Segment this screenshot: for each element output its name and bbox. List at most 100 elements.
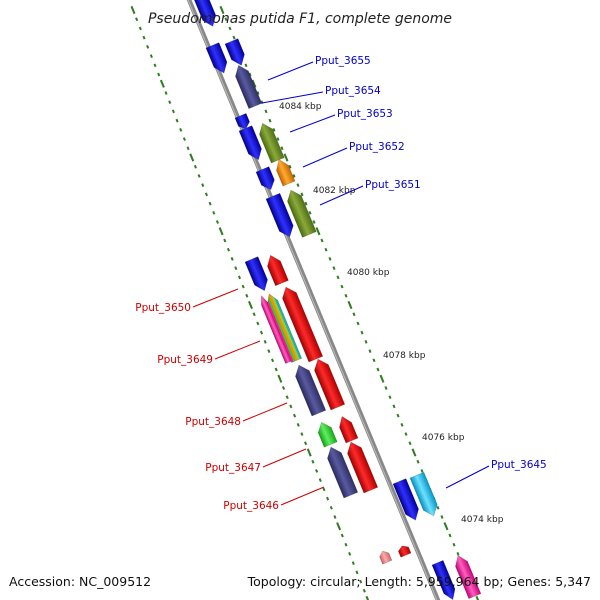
tick-mark-left <box>130 5 136 15</box>
tick-mark-left <box>285 395 289 400</box>
gene-arrow <box>276 159 296 187</box>
tick-mark-right <box>364 340 368 344</box>
tick-mark-left <box>146 45 150 49</box>
tick-mark-left <box>270 358 275 363</box>
gene-arrow <box>409 471 438 517</box>
tick-mark-right <box>315 227 321 236</box>
tick-mark-left <box>300 432 304 436</box>
gene-arrow <box>392 478 419 521</box>
tick-mark-left <box>226 247 231 252</box>
gene-arrow <box>235 64 263 110</box>
tick-mark-right <box>324 247 328 252</box>
tick-mark-left <box>157 72 161 77</box>
tick-mark-left <box>348 552 352 556</box>
gene-arrow <box>259 122 285 164</box>
tick-mark-right <box>392 404 396 409</box>
tick-mark-right <box>312 220 316 224</box>
tick-mark-right <box>456 552 460 556</box>
tick-mark-right <box>347 300 353 310</box>
gene-arrow <box>287 189 317 238</box>
tick-mark-left <box>318 478 322 483</box>
tick-mark-left <box>175 118 179 123</box>
tick-mark-left <box>351 561 355 565</box>
leader-line <box>302 147 348 168</box>
tick-mark-left <box>215 220 219 224</box>
tick-mark-right <box>408 441 412 446</box>
tick-mark-left <box>306 448 312 457</box>
tick-mark-right <box>244 63 248 68</box>
gene-label-forward: Pput_3655 <box>315 55 371 67</box>
tick-mark-right <box>219 5 225 15</box>
tick-mark-left <box>149 54 153 58</box>
genome-stats-text: Topology: circular; Length: 5,959,964 bp… <box>247 574 591 589</box>
gene-labels: Pput_3655 Pput_3654 Pput_3653 Pput_3652 Pput… <box>135 55 547 512</box>
gene-arrow <box>339 416 359 444</box>
leader-line <box>242 402 288 422</box>
gene-arrow <box>317 421 338 448</box>
tick-mark-left <box>362 588 366 593</box>
tick-mark-left <box>142 35 146 40</box>
tick-mark-right <box>336 275 340 280</box>
tick-mark-left <box>344 542 348 547</box>
tick-mark-right <box>400 422 404 427</box>
leader-line <box>262 448 307 468</box>
tick-mark-left <box>248 300 253 310</box>
kbp-label: 4074 kbp <box>461 515 504 525</box>
kbp-label: 4084 kbp <box>279 102 322 112</box>
tick-mark-left <box>193 164 197 169</box>
tick-mark-right <box>352 312 356 317</box>
tick-mark-left <box>179 127 183 132</box>
gene-label-forward: Pput_3651 <box>365 179 421 191</box>
leader-line <box>261 91 324 104</box>
tick-mark-right <box>251 79 257 88</box>
tick-mark-left <box>164 91 168 95</box>
tick-mark-left <box>267 349 271 353</box>
gene-arrow <box>238 125 262 161</box>
gene-arrow <box>327 446 359 499</box>
dotted-tick-arcs <box>130 5 480 600</box>
gene-arrow <box>398 545 412 558</box>
tick-mark-left <box>197 174 201 178</box>
tick-mark-right <box>416 459 420 464</box>
gene-arrow <box>431 560 456 600</box>
tick-mark-left <box>274 367 278 372</box>
tick-mark-right <box>304 201 308 206</box>
tick-mark-left <box>355 570 359 575</box>
tick-mark-right <box>272 127 276 132</box>
tick-mark-left <box>189 153 195 162</box>
tick-mark-left <box>326 496 330 501</box>
tick-mark-left <box>304 441 308 446</box>
gene-arrow <box>282 286 324 363</box>
tick-mark-right <box>264 109 268 114</box>
tick-mark-right <box>448 533 452 538</box>
gene-label-reverse: Pput_3650 <box>135 302 191 314</box>
gene-arrow <box>314 358 346 411</box>
tick-mark-left <box>259 330 264 335</box>
gene-arrow <box>234 113 250 129</box>
gene-label-reverse: Pput_3648 <box>185 416 241 428</box>
gene-features <box>190 0 482 600</box>
tick-mark-left <box>322 487 326 492</box>
leader-line <box>214 340 261 360</box>
tick-mark-right <box>436 505 440 510</box>
kbp-label: 4078 kbp <box>383 351 426 361</box>
tick-mark-left <box>159 79 165 88</box>
leader-line <box>445 465 490 489</box>
tick-mark-left <box>289 404 293 409</box>
gene-arrow <box>260 294 293 364</box>
tick-mark-left <box>208 201 212 206</box>
tick-mark-right <box>224 17 228 22</box>
leader-line <box>319 185 364 206</box>
gene-arrow <box>244 256 268 292</box>
tick-mark-right <box>356 321 360 326</box>
tick-mark-left <box>186 146 190 151</box>
tick-mark-right <box>288 164 292 169</box>
tick-mark-right <box>280 146 284 151</box>
tick-mark-left <box>340 533 344 538</box>
tick-mark-left <box>282 386 286 390</box>
tick-mark-left <box>171 109 175 114</box>
kbp-label: 4080 kbp <box>347 268 390 278</box>
tick-mark-right <box>376 367 380 372</box>
tick-mark-right <box>320 238 324 243</box>
